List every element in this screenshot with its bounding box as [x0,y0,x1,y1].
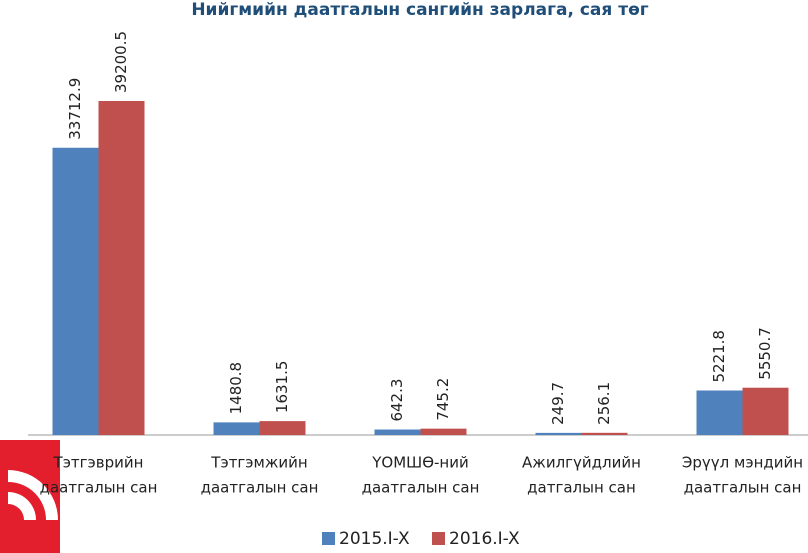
bar [420,428,467,435]
legend-swatch [322,532,335,545]
data-label: 642.3 [388,379,406,422]
x-tick-label: даатгалын сан [201,479,319,497]
data-label: 33712.9 [66,78,84,140]
data-label: 1631.5 [273,361,291,414]
bar [581,432,628,435]
data-label: 256.1 [595,382,613,425]
x-tick-label: Эрүүл мэндийн [682,454,803,472]
bar [259,421,306,435]
x-tick-label: датгалын сан [527,479,636,497]
x-tick-label: ҮОМШӨ-ний [371,454,468,472]
bar [535,432,582,435]
x-tick-label: даатгалын сан [684,479,802,497]
bar [98,101,145,435]
chart-title: Нийгмийн даатгалын сангийн зарлага, сая … [191,0,648,20]
data-label: 1480.8 [227,362,245,415]
legend-label: 2016.I-X [449,529,520,549]
bar [213,422,260,435]
x-tick-label: даатгалын сан [40,479,158,497]
x-tick-label: Ажилгүйдлийн [522,454,641,472]
legend-label: 2015.I-X [339,529,410,549]
bar [374,429,421,435]
bar [742,387,789,435]
data-label: 745.2 [434,378,452,421]
bar [52,147,99,436]
x-tick-label: Тэтгэмжийн [210,454,307,472]
bar [696,390,743,435]
data-label: 5221.8 [710,330,728,383]
legend-swatch [432,532,445,545]
logo [0,440,60,553]
data-label: 5550.7 [756,327,774,380]
x-tick-label: даатгалын сан [362,479,480,497]
x-tick-label: Тэтгэврийн [53,454,144,472]
data-label: 249.7 [549,382,567,425]
data-label: 39200.5 [112,31,130,93]
